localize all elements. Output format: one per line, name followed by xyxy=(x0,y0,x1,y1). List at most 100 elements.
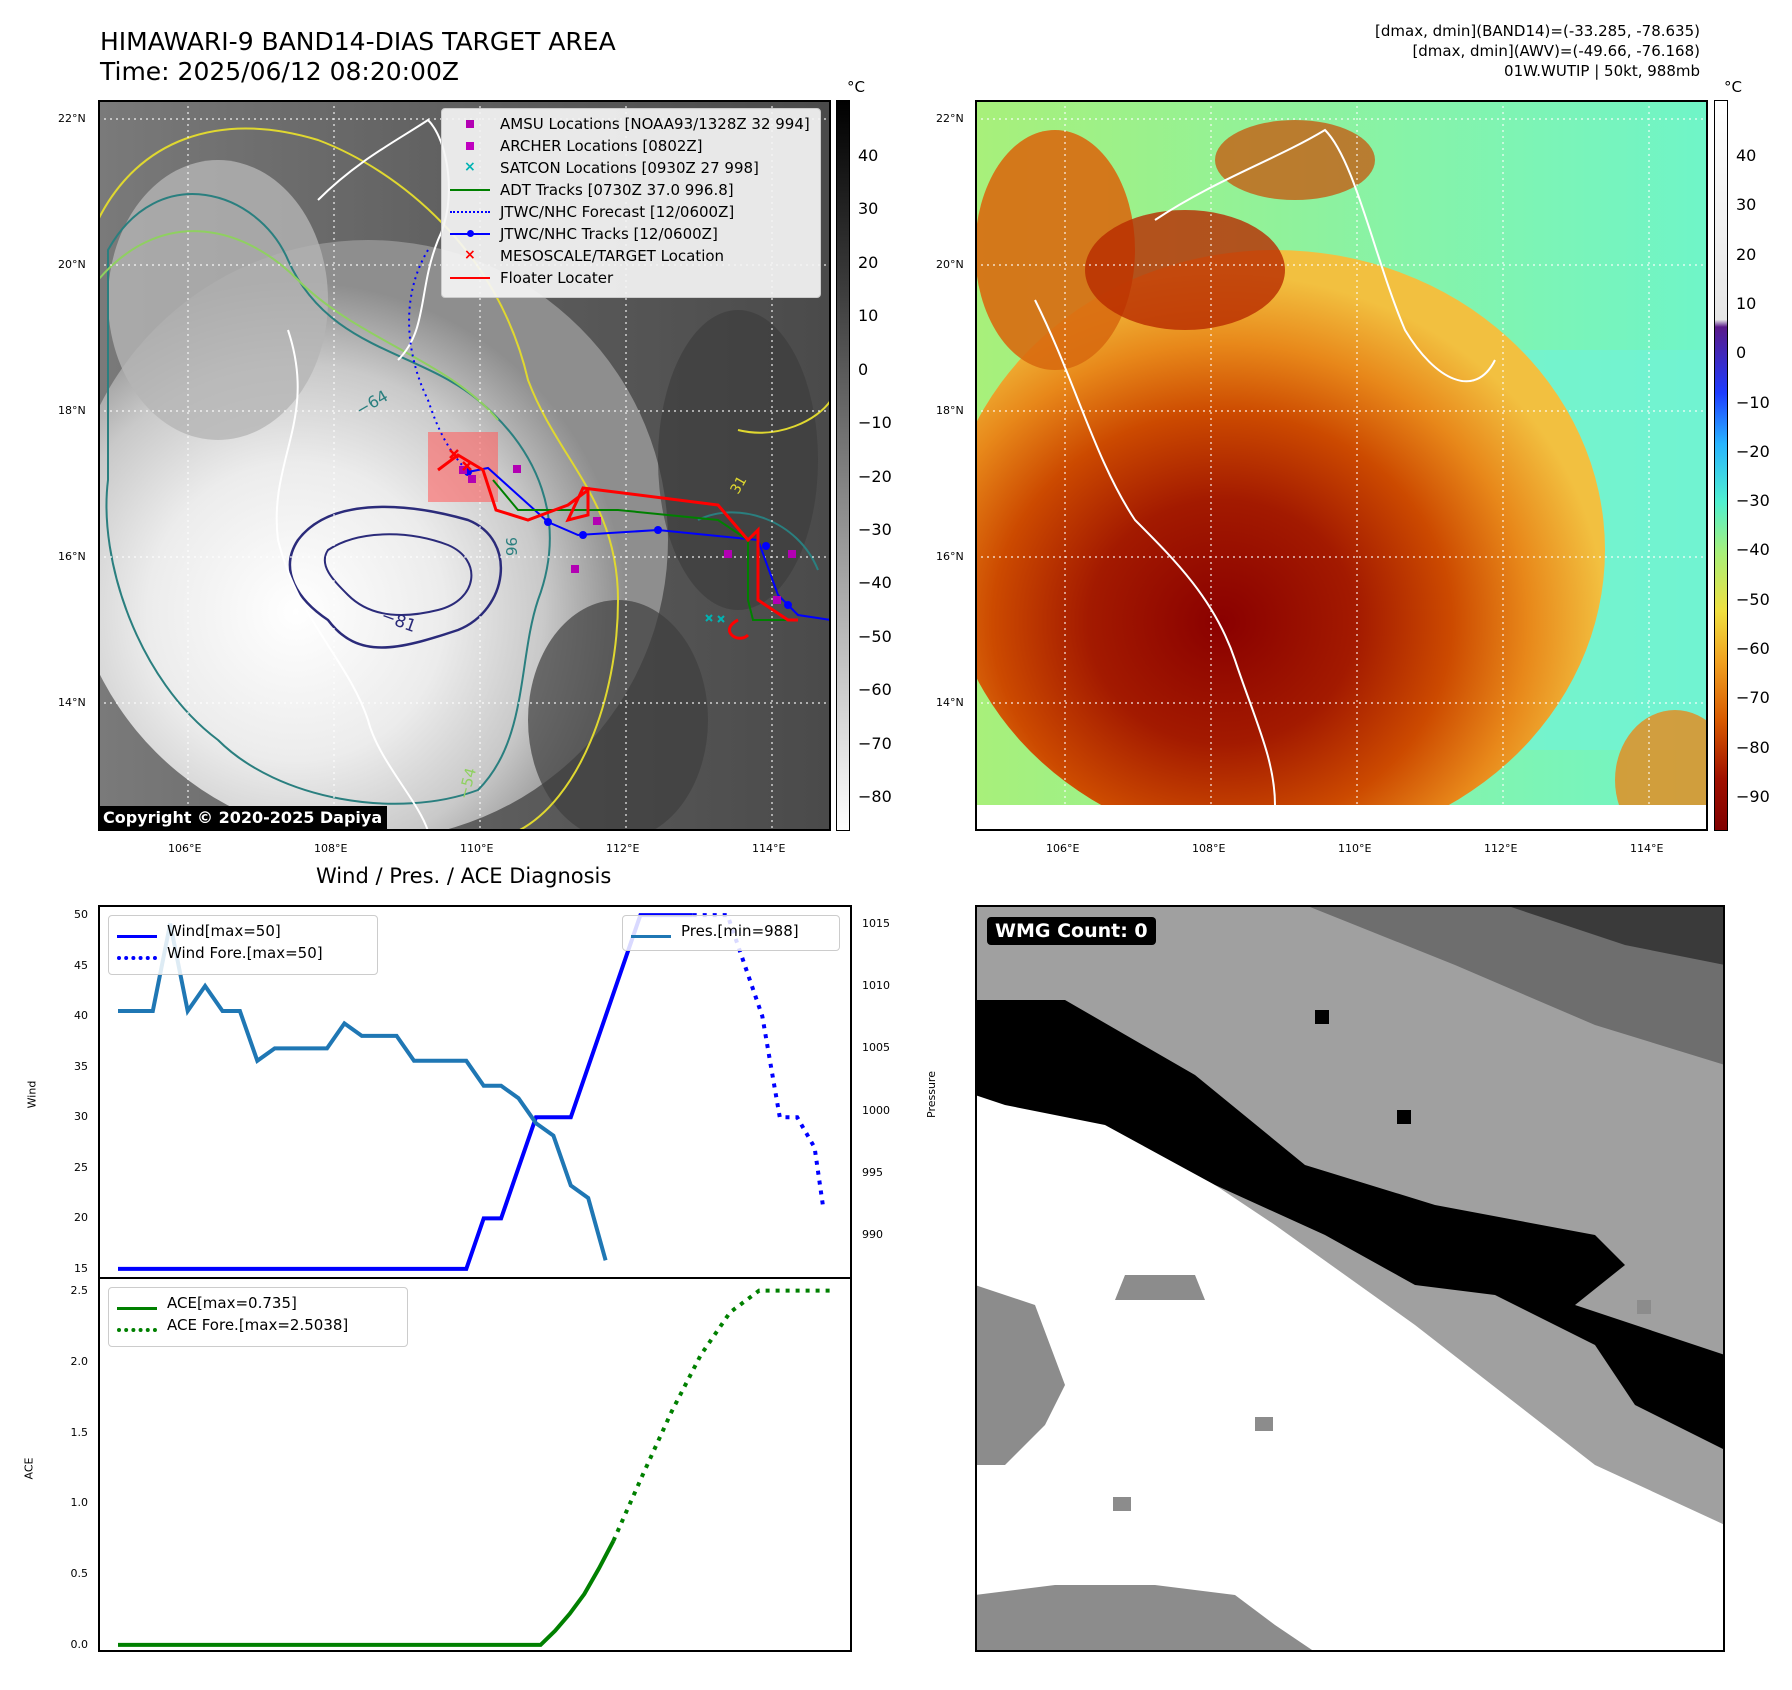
colorbar-tick: −80 xyxy=(858,787,892,806)
lat-tick: 22°N xyxy=(936,112,964,125)
pres-legend-swatch xyxy=(631,934,671,938)
map-legend-item: Floater Locater xyxy=(450,267,812,289)
wmg-count-badge: WMG Count: 0 xyxy=(987,917,1156,945)
lat-tick: 18°N xyxy=(936,404,964,417)
ace-ytick: 0.0 xyxy=(70,1637,89,1651)
lat-tick: 14°N xyxy=(58,696,86,709)
diagnosis-title: Wind / Pres. / ACE Diagnosis xyxy=(316,864,612,888)
map-legend-item: ARCHER Locations [0802Z] xyxy=(450,135,812,157)
map-legend-swatch xyxy=(450,183,490,197)
wind-ytick: 20 xyxy=(74,1211,88,1225)
wmg-panel: WMG Count: 0 xyxy=(975,905,1725,1652)
ace-ytick: 1.5 xyxy=(70,1425,89,1439)
ace-ytick: 2.0 xyxy=(70,1354,89,1368)
colorbar-tick: 30 xyxy=(1736,195,1757,215)
colorbar-tick: −50 xyxy=(1736,589,1770,609)
lat-tick: 16°N xyxy=(58,550,86,563)
colorbar-tick: 0 xyxy=(1736,343,1747,363)
ace-ytick: 0.5 xyxy=(70,1567,89,1581)
map-legend-item: JTWC/NHC Forecast [12/0600Z] xyxy=(450,201,812,223)
colorbar-tick: −10 xyxy=(858,413,892,433)
colorbar-left xyxy=(836,100,850,831)
colorbar-tick: −70 xyxy=(1736,688,1770,708)
wind-legend: Wind[max=50] Wind Fore.[max=50] xyxy=(108,915,378,975)
wind-axis-label: Wind xyxy=(25,1080,39,1109)
colorbar-right xyxy=(1714,100,1728,831)
wind-legend-swatch xyxy=(117,934,157,938)
map-legend-swatch: × xyxy=(464,159,476,175)
ace-legend-swatch xyxy=(117,1306,157,1310)
contour-label-31: 31 xyxy=(728,474,751,497)
colorbar-tick: −20 xyxy=(1736,441,1770,461)
pressure-ytick: 1000 xyxy=(862,1103,890,1117)
map-legend-swatch xyxy=(450,117,490,131)
map-legend-item: AMSU Locations [NOAA93/1328Z 32 994] xyxy=(450,113,812,135)
lat-tick: 22°N xyxy=(58,112,86,125)
storm-info: 01W.WUTIP | 50kt, 988mb xyxy=(1504,62,1700,80)
wind-ytick: 35 xyxy=(74,1059,88,1073)
lon-tick: 112°E xyxy=(1484,842,1518,855)
map-legend-label: ADT Tracks [0730Z 37.0 996.8] xyxy=(500,181,734,199)
ace-fore-legend-label: ACE Fore.[max=2.5038] xyxy=(167,1316,349,1334)
wind-ytick: 30 xyxy=(74,1110,88,1124)
time-label: Time: 2025/06/12 08:20:00Z xyxy=(100,57,459,86)
map-legend: AMSU Locations [NOAA93/1328Z 32 994] ARCH… xyxy=(441,108,821,298)
ace-ytick: 1.0 xyxy=(70,1496,89,1510)
wmg-frame xyxy=(975,905,1725,1652)
colorbar-tick: −60 xyxy=(858,680,892,700)
enhanced-map-frame xyxy=(975,100,1708,831)
lon-tick: 114°E xyxy=(1630,842,1664,855)
contour-label-96: 96 xyxy=(502,537,520,556)
colorbar-tick: −60 xyxy=(1736,639,1770,659)
enhanced-map-panel xyxy=(975,100,1708,831)
colorbar-tick: 20 xyxy=(1736,244,1757,264)
wind-fore-legend-swatch xyxy=(117,956,157,960)
colorbar-tick: −20 xyxy=(858,466,892,486)
colorbar-tick: 30 xyxy=(858,199,879,219)
map-legend-label: AMSU Locations [NOAA93/1328Z 32 994] xyxy=(500,115,810,133)
colorbar-tick: −80 xyxy=(1736,737,1770,757)
pressure-legend: Pres.[min=988] xyxy=(622,915,840,951)
map-legend-swatch xyxy=(450,205,490,219)
pressure-ytick: 990 xyxy=(862,1228,883,1242)
wind-legend-label: Wind[max=50] xyxy=(167,922,281,940)
colorbar-tick: −30 xyxy=(1736,491,1770,511)
map-legend-label: ARCHER Locations [0802Z] xyxy=(500,137,703,155)
colorbar-tick: −40 xyxy=(1736,540,1770,560)
map-legend-label: JTWC/NHC Tracks [12/0600Z] xyxy=(500,225,718,243)
colorbar-tick: 40 xyxy=(1736,146,1757,165)
pressure-ytick: 1005 xyxy=(862,1041,890,1055)
wind-ytick: 45 xyxy=(74,958,88,972)
lon-tick: 108°E xyxy=(1192,842,1226,855)
pressure-ytick: 1010 xyxy=(862,979,890,993)
colorbar-tick: 10 xyxy=(1736,293,1757,313)
wind-ytick: 50 xyxy=(74,908,88,922)
map-legend-label: JTWC/NHC Forecast [12/0600Z] xyxy=(500,203,735,221)
pressure-ytick: 995 xyxy=(862,1166,883,1180)
ace-plot xyxy=(118,1288,832,1647)
lat-tick: 16°N xyxy=(936,550,964,563)
lon-tick: 108°E xyxy=(314,842,348,855)
lon-tick: 106°E xyxy=(1046,842,1080,855)
ace-axes xyxy=(98,1277,852,1652)
wmg-map xyxy=(975,905,1725,1652)
pressure-series-0 xyxy=(118,923,608,1261)
lon-tick: 112°E xyxy=(606,842,640,855)
ace-fore-legend-swatch xyxy=(117,1328,157,1332)
pres-legend-label: Pres.[min=988] xyxy=(681,922,799,940)
map-legend-swatch xyxy=(450,271,490,285)
map-legend-item: JTWC/NHC Tracks [12/0600Z] xyxy=(450,223,812,245)
colorbar-tick: −30 xyxy=(858,519,892,539)
colorbar-tick: −50 xyxy=(858,626,892,646)
colorbar-unit-left: °C xyxy=(847,78,865,96)
colorbar-tick: 20 xyxy=(858,252,879,272)
map-legend-label: MESOSCALE/TARGET Location xyxy=(500,247,725,265)
pressure-ytick: 1015 xyxy=(862,916,890,930)
map-legend-item: × MESOSCALE/TARGET Location xyxy=(450,245,812,267)
copyright-label: Copyright © 2020-2025 Dapiya xyxy=(98,806,388,829)
ace-series-1 xyxy=(611,1288,832,1542)
lat-tick: 14°N xyxy=(936,696,964,709)
colorbar-tick: 0 xyxy=(858,359,869,379)
band14-range: [dmax, dmin](BAND14)=(-33.285, -78.635) xyxy=(1375,22,1700,40)
map-legend-swatch: × xyxy=(464,247,476,263)
